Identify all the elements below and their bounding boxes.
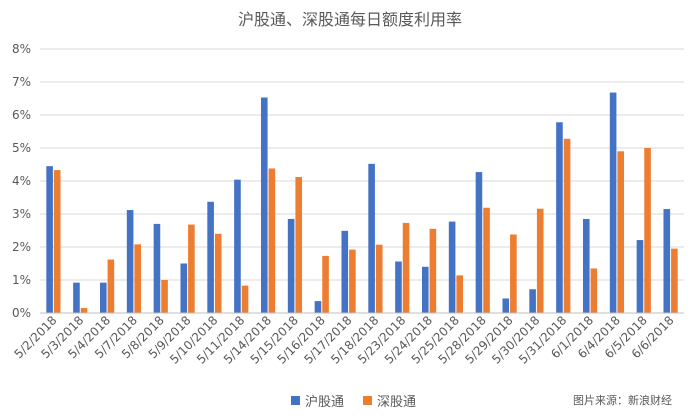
bar-sz [349,249,356,313]
bar-sh [126,210,134,313]
legend-label-sh: 沪股通 [305,394,345,410]
bar-sh [529,289,536,313]
bar-sz [268,168,276,313]
y-tick-label: 1% [12,273,31,287]
legend-item-sh: 沪股通 [291,391,345,410]
bar-sh [609,92,617,313]
bar-sh [395,261,402,313]
bar-sh [180,263,188,313]
bar-sz [134,244,142,313]
legend-label-sz: 深股通 [377,394,417,410]
bar-sz [510,234,517,313]
bar-sz [375,244,383,313]
bar-sh [46,166,53,313]
y-tick-label: 3% [12,207,31,221]
bar-sz [617,151,625,313]
bar-sz [161,280,168,313]
bar-sz [429,228,437,313]
bar-sz [214,233,222,313]
y-tick-label: 5% [12,141,31,155]
legend-swatch-sz [363,395,372,405]
bar-sh [636,240,644,313]
y-tick-label: 0% [12,306,31,320]
chart-title: 沪股通、深股通每日额度利用率 [237,10,462,29]
bar-sz [53,170,61,313]
bar-sz [671,248,678,313]
bar-sh [663,209,671,313]
bar-sz [644,148,651,313]
y-tick-label: 6% [12,108,31,122]
bar-sh [73,282,80,313]
y-tick-label: 2% [12,240,31,254]
bar-sh [153,223,161,313]
bar-sz [322,255,329,313]
bar-sh [556,122,563,313]
bar-sh [260,97,268,313]
bar-sz [295,177,303,313]
legend: 沪股通 深股通 [0,391,700,410]
bar-sh [207,201,214,313]
bar-sh [341,230,349,313]
bar-sh [287,218,295,313]
bar-sh [582,218,590,313]
bar-sh [234,179,241,313]
bar-sh [448,221,456,313]
y-tick-label: 8% [12,42,31,56]
bar-sh [314,301,322,313]
legend-swatch-sh [291,395,300,405]
y-tick-label: 7% [12,75,31,89]
bar-sz [456,275,464,313]
bar-sh [502,298,510,313]
bar-sz [241,285,249,313]
legend-item-sz: 深股通 [363,391,417,410]
bar-sh [368,163,375,313]
bar-sz [107,259,115,313]
bar-sh [475,172,483,313]
bar-sz [563,138,571,313]
bar-sz [402,222,410,313]
bar-sz [483,207,490,313]
bar-sz [188,224,195,313]
bar-sz [80,308,88,313]
source-note: 图片来源：新浪财经 [573,394,672,407]
bar-sz [536,208,544,313]
y-tick-label: 4% [12,174,31,188]
bar-sh [99,282,107,313]
bar-sh [421,266,429,313]
bar-sz [590,268,598,313]
